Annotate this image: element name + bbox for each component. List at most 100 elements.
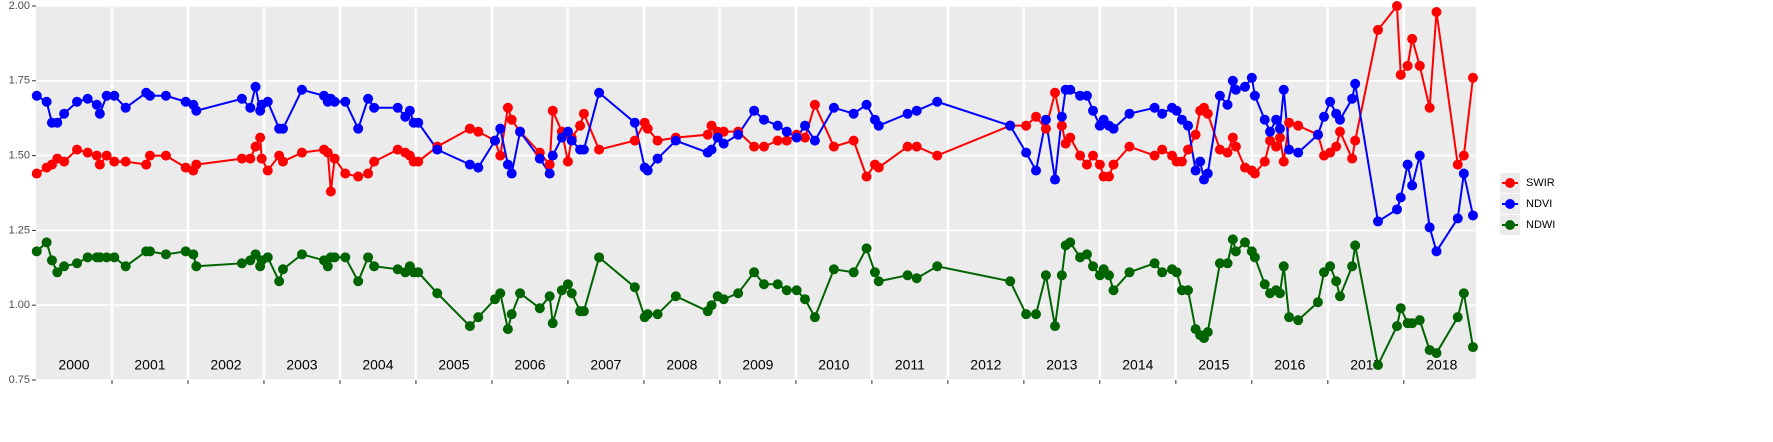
point	[1347, 261, 1358, 272]
point	[94, 108, 105, 119]
point	[82, 147, 93, 158]
point	[848, 135, 859, 146]
point	[160, 150, 171, 161]
point	[1176, 156, 1187, 167]
point	[502, 324, 513, 335]
point	[594, 144, 605, 155]
point	[861, 99, 872, 110]
point	[1050, 87, 1061, 98]
point	[873, 162, 884, 173]
point	[72, 144, 83, 155]
point	[296, 84, 307, 95]
point	[1452, 213, 1463, 224]
point	[1414, 60, 1425, 71]
point	[120, 156, 131, 167]
point	[718, 294, 729, 305]
point	[1103, 270, 1114, 281]
point	[594, 87, 605, 98]
point	[1458, 150, 1469, 161]
point	[392, 102, 403, 113]
point	[758, 114, 769, 125]
point	[1108, 285, 1119, 296]
point	[1094, 159, 1105, 170]
point	[1452, 312, 1463, 323]
point	[120, 102, 131, 113]
point	[1312, 129, 1323, 140]
legend-point	[1505, 178, 1515, 188]
point	[1284, 312, 1295, 323]
point	[1124, 267, 1135, 278]
point	[413, 117, 424, 128]
point	[277, 264, 288, 275]
point	[1214, 258, 1225, 269]
y-tick-label: 1.00	[9, 299, 30, 311]
point	[340, 252, 351, 263]
point	[642, 123, 653, 134]
point	[1246, 72, 1257, 83]
point	[1278, 84, 1289, 95]
legend-label: NDVI	[1526, 198, 1552, 210]
point	[274, 276, 285, 287]
point	[1312, 297, 1323, 308]
point	[1040, 114, 1051, 125]
point	[1467, 342, 1478, 353]
point	[144, 90, 155, 101]
point	[1183, 144, 1193, 155]
point	[236, 153, 247, 164]
point	[1334, 126, 1345, 137]
point	[495, 150, 506, 161]
point	[772, 135, 783, 146]
point	[1271, 141, 1282, 152]
point	[1350, 240, 1361, 251]
point	[772, 279, 783, 290]
point	[781, 126, 792, 137]
point	[1031, 111, 1042, 122]
point	[191, 159, 202, 170]
point	[329, 252, 340, 263]
point	[1108, 123, 1119, 134]
point	[109, 90, 120, 101]
y-tick-label: 1.50	[9, 150, 30, 162]
point	[506, 114, 517, 125]
x-tick-label: 2017	[1350, 357, 1381, 373]
point	[144, 246, 155, 257]
x-tick-label: 2011	[895, 357, 925, 373]
point	[1391, 1, 1402, 11]
point	[322, 147, 333, 158]
point	[1031, 309, 1042, 320]
point	[464, 321, 475, 332]
point	[873, 120, 884, 131]
y-tick-label: 2.00	[9, 0, 30, 12]
point	[1274, 132, 1285, 143]
point	[1249, 90, 1260, 101]
point	[791, 132, 802, 143]
point	[31, 90, 42, 101]
point	[188, 249, 199, 260]
point	[296, 147, 307, 158]
point	[1056, 111, 1067, 122]
point	[473, 312, 484, 323]
point	[1265, 126, 1276, 137]
point	[629, 117, 640, 128]
point	[72, 96, 83, 107]
point	[758, 141, 769, 152]
point	[1065, 132, 1076, 143]
point	[256, 153, 267, 164]
point	[534, 303, 545, 314]
x-tick-label: 2010	[818, 357, 849, 373]
point	[1331, 276, 1342, 287]
point	[363, 168, 374, 179]
point	[1395, 69, 1406, 80]
point	[1284, 144, 1295, 155]
point	[52, 117, 63, 128]
point	[1065, 237, 1076, 248]
point	[1214, 144, 1225, 155]
point	[932, 261, 943, 272]
point	[325, 186, 336, 197]
x-tick-label: 2014	[1122, 357, 1153, 373]
point	[502, 102, 513, 113]
point	[144, 150, 155, 161]
point	[1431, 246, 1442, 257]
point	[749, 267, 760, 278]
